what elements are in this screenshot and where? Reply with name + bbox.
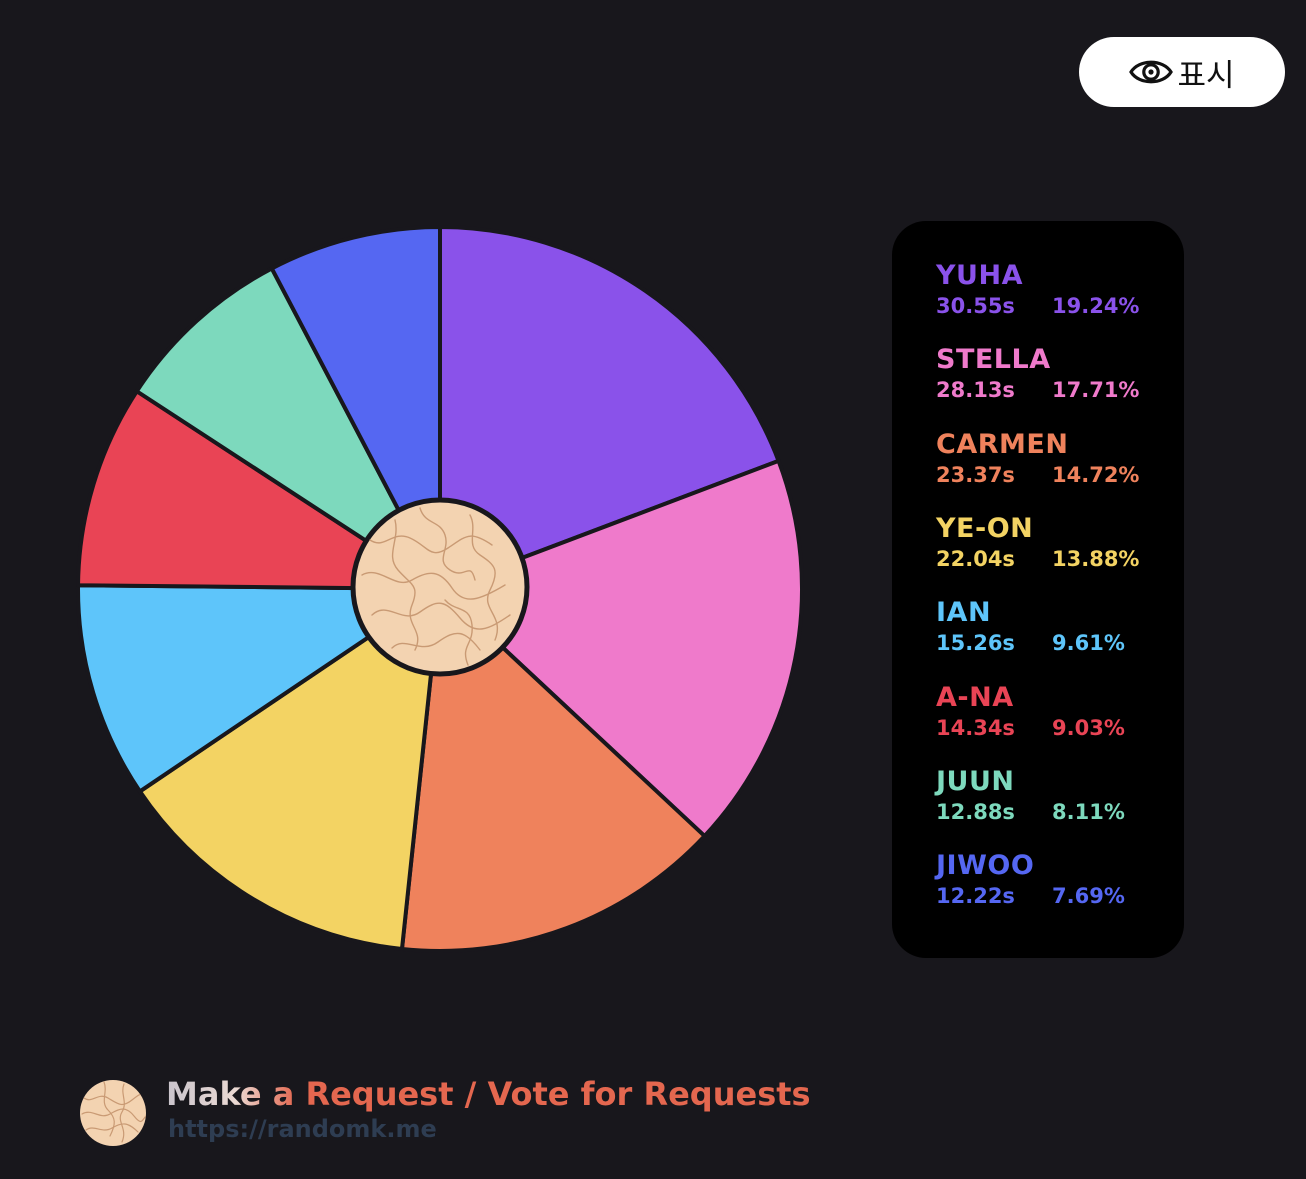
legend-values: 12.88s 8.11% [936, 797, 1176, 827]
show-button-label: 표시 [1177, 57, 1235, 94]
legend-name: STELLA [936, 344, 1051, 376]
legend-name: JIWOO [936, 850, 1035, 882]
legend-name: IAN [936, 597, 992, 629]
legend-seconds: 23.37s [936, 462, 1015, 487]
legend-item-ye-on: YE-ON 22.04s 13.88% [936, 512, 1176, 574]
legend-panel: YUHA 30.55s 19.24% STELLA 28.13s 17.71% CARMEN… [892, 221, 1184, 958]
legend-item-a-na: A-NA 14.34s 9.03% [936, 681, 1176, 743]
legend-values: 15.26s 9.61% [936, 628, 1176, 658]
legend-values: 23.37s 14.72% [936, 460, 1176, 490]
legend-values: 12.22s 7.69% [936, 881, 1176, 911]
legend-name: A-NA [936, 681, 1014, 713]
pie-chart [76, 225, 804, 953]
legend-percent: 8.11% [1052, 799, 1125, 824]
legend-values: 30.55s 19.24% [936, 291, 1176, 321]
legend-item-juun: JUUN 12.88s 8.11% [936, 765, 1176, 827]
legend-name: JUUN [936, 765, 1015, 797]
pie-slice-a-na [76, 389, 442, 591]
pie-slice-jiwoo [269, 225, 442, 591]
legend-item-carmen: CARMEN 23.37s 14.72% [936, 428, 1176, 490]
center-hub [350, 497, 530, 677]
legend-seconds: 28.13s [936, 378, 1015, 403]
pie-slice-ian [76, 583, 442, 794]
legend-item-stella: STELLA 28.13s 17.71% [936, 345, 1176, 405]
legend-percent: 19.24% [1052, 294, 1140, 318]
legend-seconds: 22.04s [936, 546, 1015, 571]
legend-percent: 9.03% [1052, 715, 1125, 740]
legend-values: 14.34s 9.03% [936, 713, 1176, 743]
eye-icon [1129, 60, 1174, 84]
legend-seconds: 12.22s [936, 884, 1015, 909]
randomk-logo [80, 1080, 146, 1146]
pie-slice-juun [134, 266, 442, 591]
legend-values: 28.13s 17.71% [936, 375, 1176, 405]
legend-item-ian: IAN 15.26s 9.61% [936, 598, 1176, 658]
legend-seconds: 15.26s [936, 631, 1015, 656]
legend-seconds: 30.55s [936, 294, 1015, 318]
legend-seconds: 14.34s [936, 715, 1015, 740]
legend-name: CARMEN [936, 428, 1069, 460]
legend-seconds: 12.88s [936, 799, 1015, 824]
legend-item-jiwoo: JIWOO 12.22s 7.69% [936, 851, 1176, 911]
legend-name: YE-ON [936, 512, 1034, 544]
pie-slice-ye-on [137, 587, 442, 951]
legend-percent: 7.69% [1052, 884, 1125, 909]
legend-percent: 9.61% [1052, 631, 1125, 656]
pie-slice-stella [438, 458, 804, 839]
footer-title[interactable]: Make a Request / Vote for Requests [166, 1072, 811, 1116]
legend-name: YUHA [936, 260, 1023, 291]
legend-percent: 17.71% [1052, 378, 1140, 403]
legend-percent: 14.72% [1052, 462, 1140, 487]
legend-item-yuha: YUHA 30.55s 19.24% [936, 261, 1176, 321]
pie-slice-carmen [399, 587, 707, 953]
pie-slice-yuha [438, 225, 781, 591]
footer-url[interactable]: https://randomk.me [168, 1115, 437, 1143]
legend-percent: 13.88% [1052, 546, 1140, 571]
legend-values: 22.04s 13.88% [936, 544, 1176, 574]
show-button[interactable]: 표시 [1079, 37, 1285, 107]
